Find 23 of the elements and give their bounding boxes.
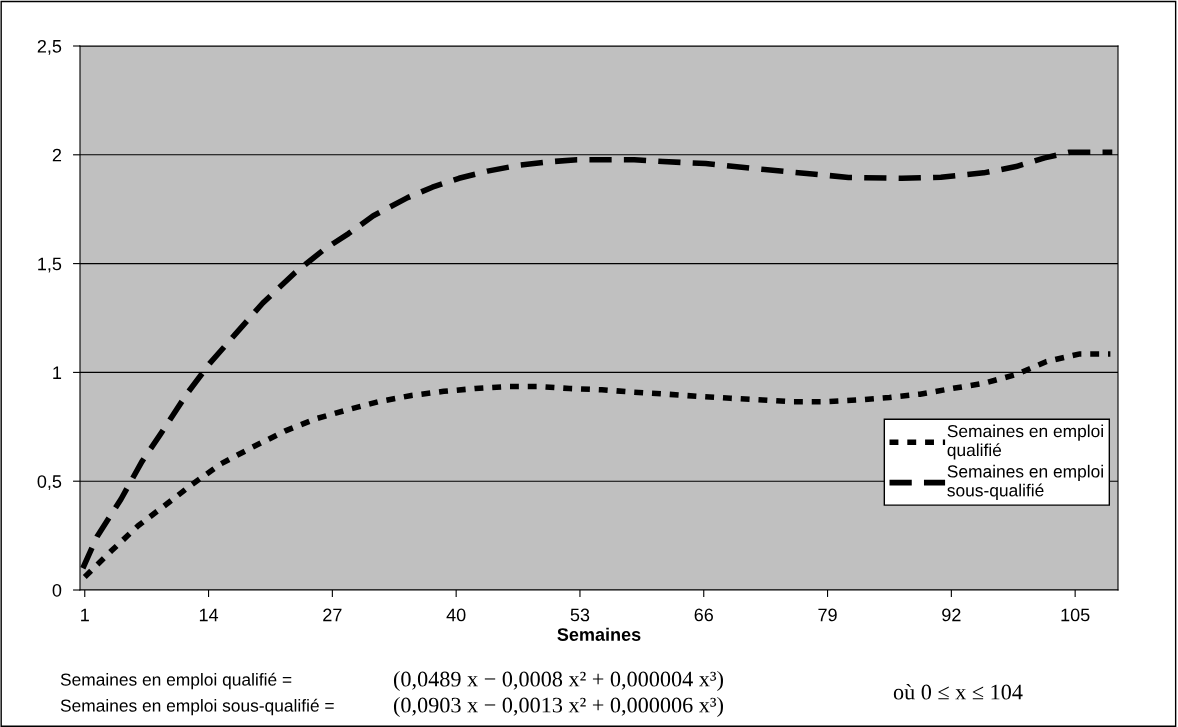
- x-tick-label: 105: [1061, 608, 1090, 622]
- text: où 0 ≤ x ≤ 104: [893, 683, 1023, 700]
- y-tick-label: 2,5: [37, 39, 62, 55]
- legend-label: Semaines en emploi qualifié: [947, 424, 1103, 460]
- y-tick-label: 2: [52, 148, 62, 162]
- y-tick-label: 1,5: [38, 257, 62, 273]
- x-tick-label: 66: [694, 608, 713, 622]
- x-tick-label: 92: [942, 608, 961, 622]
- text: (0,0489 x − 0,0008 x² + 0,000004 x³): [393, 670, 723, 692]
- y-tick-label: 1: [53, 366, 62, 379]
- x-tick-label: 14: [199, 608, 219, 622]
- legend-label: Semaines en emploi sous-qualifié: [947, 464, 1103, 500]
- text: Semaines en emploi qualifié =: [60, 672, 292, 690]
- x-axis-title: Semaines: [557, 627, 641, 641]
- x-tick-label: 27: [323, 608, 342, 622]
- text: (0,0903 x − 0,0013 x² + 0,000006 x³): [393, 696, 723, 718]
- text: Semaines en emploi sous-qualifié =: [60, 698, 334, 716]
- x-tick-label: 53: [570, 608, 590, 622]
- x-tick-label: 79: [818, 608, 837, 622]
- x-tick-label: 40: [446, 608, 466, 622]
- x-tick-label: 1: [81, 608, 89, 622]
- y-tick-label: 0,5: [37, 475, 62, 491]
- y-tick-label: 0: [52, 583, 62, 597]
